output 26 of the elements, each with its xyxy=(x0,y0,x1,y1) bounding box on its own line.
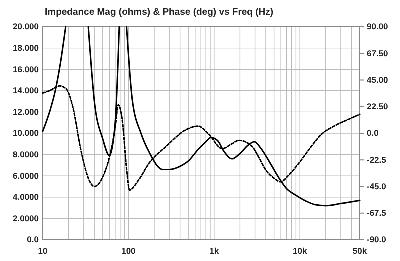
y2-tick-label: 45.00 xyxy=(367,74,389,85)
y-tick-label: 12.000 xyxy=(13,106,40,117)
x-tick-label: 10 xyxy=(38,246,48,256)
y2-tick-label: -90.0 xyxy=(367,234,387,245)
chart-title: Impedance Mag (ohms) & Phase (deg) vs Freq (Hz) xyxy=(45,7,274,18)
y-tick-label: 0.0 xyxy=(27,234,40,245)
y2-tick-label: -45.0 xyxy=(367,181,387,192)
y2-tick-label: 90.00 xyxy=(367,22,389,32)
y2-tick-label: 22.50 xyxy=(367,102,389,112)
y2-tick-label: 67.50 xyxy=(367,48,389,58)
x-tick-label: 50k xyxy=(352,246,368,256)
x-tick-label: 1k xyxy=(210,246,220,256)
y-tick-label: 8.0000 xyxy=(13,150,40,160)
y-tick-label: 18.000 xyxy=(13,43,40,54)
y2-tick-label: -22.5 xyxy=(367,154,387,165)
y-tick-label: 16.000 xyxy=(13,64,40,74)
y-tick-label: 14.000 xyxy=(13,86,40,96)
y-tick-label: 4.0000 xyxy=(13,192,40,202)
x-tick-label: 10k xyxy=(293,246,308,256)
y-tick-label: 6.0000 xyxy=(13,170,40,181)
y-tick-label: 10.000 xyxy=(13,128,40,138)
x-tick-label: 100 xyxy=(122,246,136,256)
y2-tick-label: -67.5 xyxy=(367,208,387,218)
y2-tick-label: 0.0 xyxy=(367,128,380,138)
y-tick-label: 2.0000 xyxy=(13,213,40,224)
y-tick-label: 20.000 xyxy=(13,22,40,32)
